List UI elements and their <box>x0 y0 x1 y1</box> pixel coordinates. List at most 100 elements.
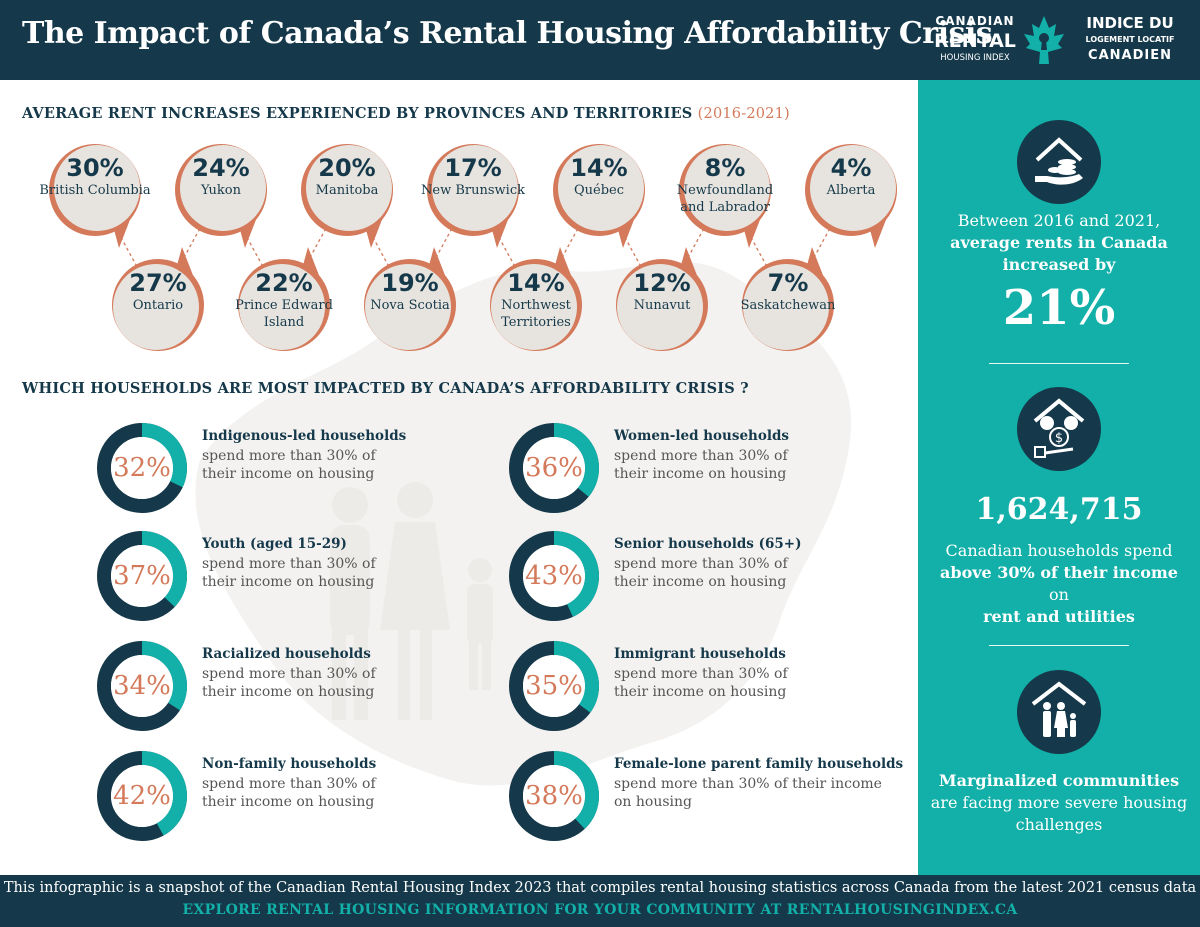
donut-segment <box>97 641 187 731</box>
household-group: Immigrant households <box>614 646 786 662</box>
province-percent: 7% <box>767 269 809 297</box>
province-bubble <box>742 247 834 351</box>
household-percent: 32% <box>113 453 171 483</box>
bubble-pointer <box>869 212 889 248</box>
province-bubble <box>679 144 771 248</box>
household-description: spend more than 30% of their income on h… <box>202 776 376 810</box>
province-percent: 4% <box>830 154 872 182</box>
province-bubble <box>49 144 141 248</box>
bubble-face <box>617 264 703 350</box>
rent-section-title: AVERAGE RENT INCREASES EXPERIENCED BY PR… <box>22 105 790 122</box>
bubble-connector-layer <box>49 144 897 351</box>
province-name: Prince Edward <box>235 298 333 313</box>
household-description: spend more than 30% of their income on h… <box>202 448 376 482</box>
donut-segment <box>509 531 599 621</box>
household-group: Non-family households <box>202 756 377 772</box>
province-bubble <box>364 247 456 351</box>
donut-segment <box>509 751 599 841</box>
stat3-line3: challenges <box>1015 815 1103 834</box>
marginalized-text: Marginalized communities are facing more… <box>928 770 1190 836</box>
bubble-pointer <box>680 247 700 283</box>
province-name: Alberta <box>826 183 876 198</box>
household-description: spend more than 30% of their income on h… <box>614 448 788 482</box>
bubble-face <box>365 264 451 350</box>
province-percent: 8% <box>704 154 746 182</box>
household-percent: 42% <box>113 781 171 811</box>
province-label: 27% Ontario <box>96 269 220 314</box>
household-percent: 43% <box>525 561 583 591</box>
donut-hole <box>523 545 585 607</box>
donut-hole <box>111 655 173 717</box>
province-name: Manitoba <box>315 183 379 198</box>
bubble-pointer <box>491 212 511 248</box>
bubble-pointer <box>113 212 133 248</box>
household-percent: 35% <box>525 671 583 701</box>
household-percent: 36% <box>525 453 583 483</box>
footer-note: This infographic is a snapshot of the Ca… <box>3 880 1197 896</box>
household-group: Racialized households <box>202 646 371 662</box>
stat1-line2: average rents in Canada <box>950 233 1168 252</box>
province-bubble <box>553 144 645 248</box>
bubble-pointer <box>239 212 259 248</box>
donut-segment <box>509 423 599 513</box>
bubble-face <box>684 145 770 231</box>
household-group: Indigenous-led households <box>202 428 407 444</box>
donut-segment <box>97 751 187 841</box>
province-percent: 24% <box>192 154 250 182</box>
households-text: Canadian households spend above 30% of t… <box>928 540 1190 628</box>
rent-section-title-text: AVERAGE RENT INCREASES EXPERIENCED BY PR… <box>22 105 693 122</box>
logo-en-line3: HOUSING INDEX <box>940 53 1010 63</box>
province-name: Ontario <box>132 298 184 313</box>
province-percent: 17% <box>444 154 502 182</box>
province-label: 20% Manitoba <box>285 154 409 199</box>
province-name: Northwest <box>501 298 571 313</box>
province-label: 7% Saskatchewan <box>726 269 850 314</box>
province-label: 30% British Columbia <box>33 154 157 199</box>
province-name: Newfoundland <box>676 183 774 198</box>
province-bubble <box>238 247 330 351</box>
key-stats-sidebar: Between 2016 and 2021, average rents in … <box>918 80 1200 875</box>
household-description: spend more than 30% of their income on h… <box>614 666 788 700</box>
household-percent: 34% <box>113 671 171 701</box>
household-description: spend more than 30% of their income on h… <box>614 556 788 590</box>
province-name: Québec <box>573 183 625 198</box>
logo-en-line2: RENTAL <box>934 30 1016 52</box>
province-percent: 20% <box>318 154 376 182</box>
household-donut <box>97 641 187 731</box>
bubble-pointer <box>176 247 196 283</box>
province-label: 19% Nova Scotia <box>348 269 472 314</box>
footer-link[interactable]: EXPLORE RENTAL HOUSING INFORMATION FOR Y… <box>182 902 1018 918</box>
bubble-pointer <box>428 247 448 283</box>
logo-fr-line1: INDICE DU <box>1086 14 1174 32</box>
province-label: 14% Northwest Territories <box>474 269 598 331</box>
province-bubble <box>490 247 582 351</box>
family-under-roof-icon <box>1017 670 1101 754</box>
donut-hole <box>523 765 585 827</box>
bubble-pointer <box>302 247 322 283</box>
province-name: and Labrador <box>680 200 770 215</box>
province-label: 22% Prince Edward Island <box>222 269 346 331</box>
province-label: 12% Nunavut <box>600 269 724 314</box>
province-name: Nova Scotia <box>370 298 450 313</box>
province-bubble <box>112 247 204 351</box>
province-percent: 14% <box>507 269 565 297</box>
bubble-face <box>180 145 266 231</box>
province-label: 24% Yukon <box>159 154 283 199</box>
bubble-face <box>810 145 896 231</box>
stat3-line2: are facing more severe housing <box>930 793 1188 812</box>
household-donut <box>97 531 187 621</box>
province-percent: 30% <box>66 154 124 182</box>
canada-map-watermark <box>195 261 852 786</box>
province-bubble <box>427 144 519 248</box>
province-label: 14% Québec <box>537 154 661 199</box>
province-percent: 12% <box>633 269 691 297</box>
households-section-title: WHICH HOUSEHOLDS ARE MOST IMPACTED BY CA… <box>22 380 749 397</box>
bubble-face <box>743 264 829 350</box>
province-bubble <box>175 144 267 248</box>
province-label: 8% Newfoundland and Labrador <box>663 154 787 216</box>
household-percent: 37% <box>113 561 171 591</box>
logo-en-line1: CANADIAN <box>935 14 1015 28</box>
divider <box>989 363 1129 364</box>
household-donut <box>509 751 599 841</box>
donut-segment <box>509 641 599 731</box>
